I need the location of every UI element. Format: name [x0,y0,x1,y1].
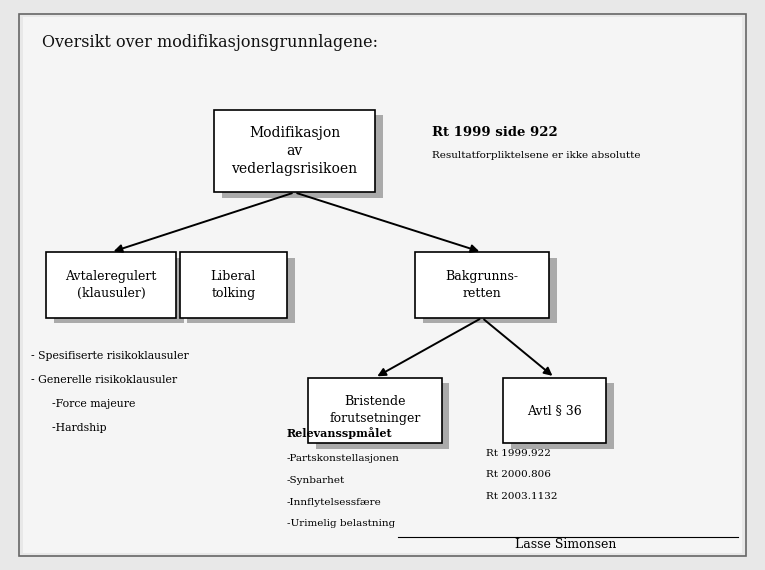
Text: -Urimelig belastning: -Urimelig belastning [287,519,396,528]
Text: Liberal
tolking: Liberal tolking [210,270,256,300]
Text: -Hardship: -Hardship [31,423,106,433]
Text: Avtaleregulert
(klausuler): Avtaleregulert (klausuler) [65,270,157,300]
Bar [503,377,606,443]
Text: Bakgrunns-
retten: Bakgrunns- retten [445,270,519,300]
Text: -Partskonstellasjonen: -Partskonstellasjonen [287,454,400,463]
Text: Rt 1999 side 922: Rt 1999 side 922 [432,127,558,139]
Text: Rt 2000.806: Rt 2000.806 [486,470,551,479]
Bar [415,252,549,318]
Bar [422,258,556,324]
Text: -Synbarhet: -Synbarhet [287,476,345,485]
Text: Lasse Simonsen: Lasse Simonsen [516,539,617,551]
Bar [46,252,176,318]
Text: Avtl § 36: Avtl § 36 [527,404,582,417]
Text: Rt 1999.922: Rt 1999.922 [486,449,551,458]
Bar [187,258,295,324]
Text: Relevansspmålet: Relevansspmålet [287,428,392,439]
Text: -Force majeure: -Force majeure [31,399,135,409]
Text: Rt 2003.1132: Rt 2003.1132 [486,492,557,501]
Bar [214,109,375,193]
Text: -Innflytelsessfære: -Innflytelsessfære [287,498,382,507]
Text: - Spesifiserte risikoklausuler: - Spesifiserte risikoklausuler [31,351,188,361]
Text: Resultatforpliktelsene er ikke absolutte: Resultatforpliktelsene er ikke absolutte [432,151,641,160]
Text: Bristende
forutsetninger: Bristende forutsetninger [329,396,421,425]
Bar [180,252,287,318]
Text: Modifikasjon
av
vederlagsrisikoen: Modifikasjon av vederlagsrisikoen [232,125,357,177]
Bar [222,116,382,198]
Text: Oversikt over modifikasjonsgrunnlagene:: Oversikt over modifikasjonsgrunnlagene: [42,34,378,51]
Bar [54,258,184,324]
Bar [315,383,449,449]
Bar [308,377,441,443]
Bar [511,383,614,449]
Text: - Generelle risikoklausuler: - Generelle risikoklausuler [31,375,177,385]
